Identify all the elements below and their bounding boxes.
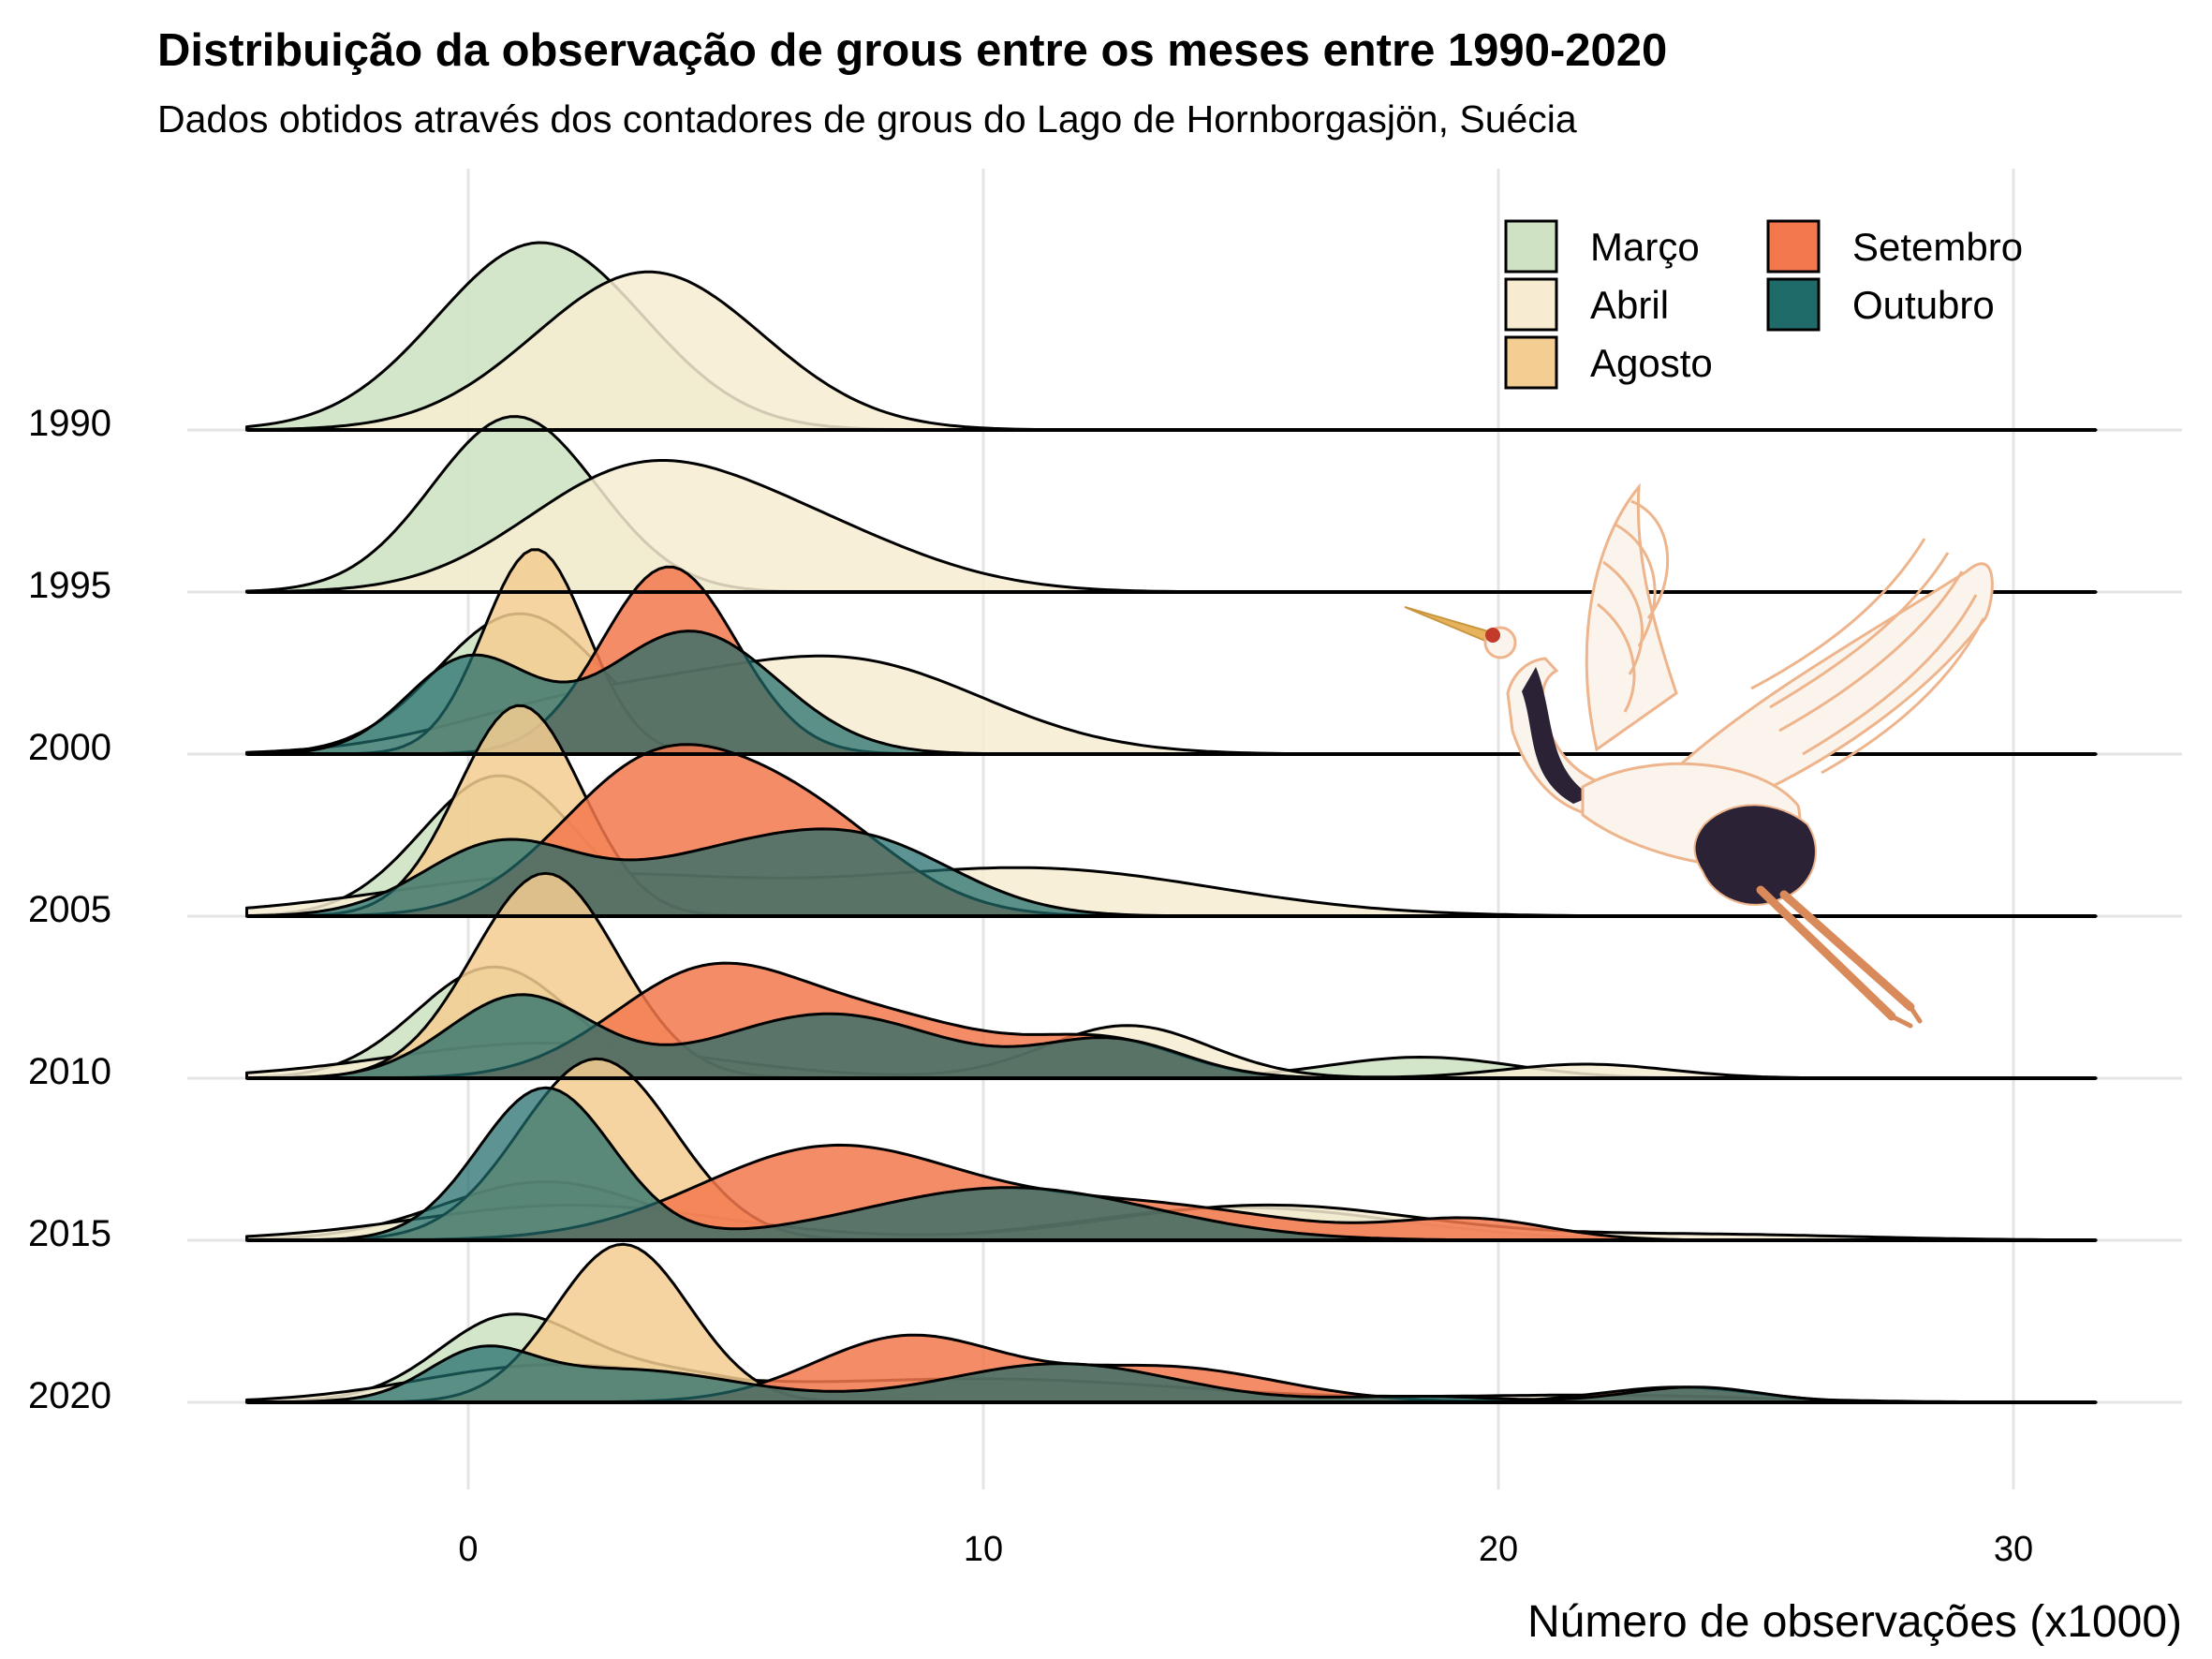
crane-illustration xyxy=(1404,482,1994,1029)
legend-label: Abril xyxy=(1590,283,1669,327)
legend-label: Agosto xyxy=(1590,341,1713,385)
chart-subtitle: Dados obtidos através dos contadores de … xyxy=(157,97,1577,141)
ridge-2020-outubro xyxy=(245,1344,2098,1404)
chart-title: Distribuição da observação de grous entr… xyxy=(157,25,1668,76)
x-axis: 0 10 20 30 xyxy=(458,1530,2033,1569)
y-tick-label: 1990 xyxy=(28,403,111,444)
legend-label: Setembro xyxy=(1852,225,2023,269)
legend: Março Abril Agosto Setembro Outubro xyxy=(1504,219,2023,390)
legend-swatch xyxy=(1504,219,1558,274)
legend-swatch xyxy=(1504,277,1558,332)
x-tick-label: 30 xyxy=(1994,1530,2033,1569)
y-tick-label: 2015 xyxy=(28,1213,111,1254)
y-tick-label: 1995 xyxy=(28,565,111,606)
ridge-2015-outubro xyxy=(245,1086,2098,1242)
ridge-series xyxy=(245,241,2098,1404)
legend-swatch xyxy=(1504,335,1558,390)
x-tick-label: 10 xyxy=(964,1530,1003,1569)
legend-swatch xyxy=(1766,277,1821,332)
x-tick-label: 20 xyxy=(1479,1530,1518,1569)
y-axis: 1990 1995 2000 2005 2010 2015 2020 xyxy=(28,403,111,1416)
x-tick-label: 0 xyxy=(458,1530,478,1569)
legend-label: Outubro xyxy=(1852,283,1995,327)
y-tick-label: 2010 xyxy=(28,1051,111,1092)
x-axis-label: Número de observações (x1000) xyxy=(1527,1597,2182,1647)
legend-swatch xyxy=(1766,219,1821,274)
y-tick-label: 2020 xyxy=(28,1375,111,1416)
y-tick-label: 2000 xyxy=(28,727,111,768)
y-tick-label: 2005 xyxy=(28,889,111,930)
legend-label: Março xyxy=(1590,225,1700,269)
